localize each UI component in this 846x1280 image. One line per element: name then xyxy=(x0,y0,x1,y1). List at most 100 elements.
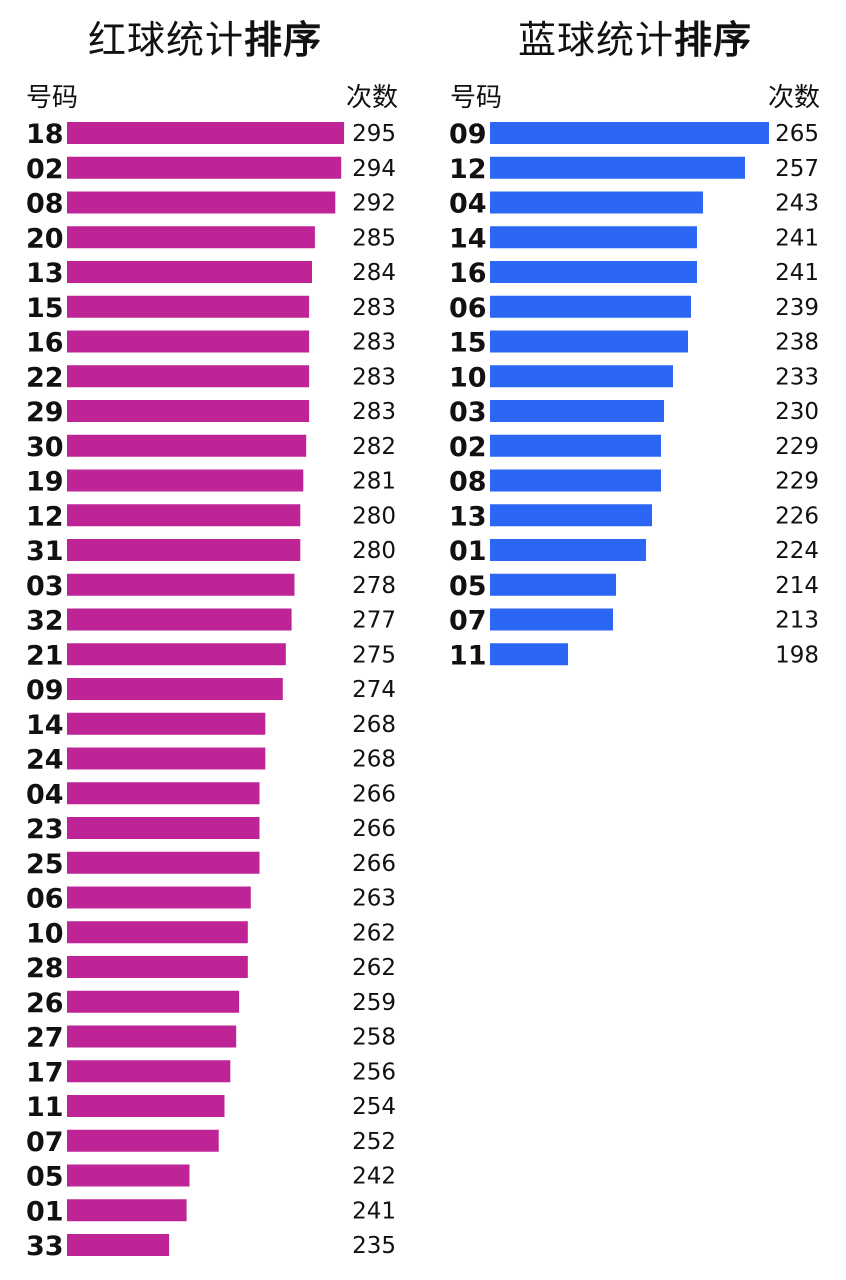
red-count-label: 280 xyxy=(352,538,396,564)
red-bar xyxy=(67,469,304,492)
red-ball-number: 14 xyxy=(26,710,64,741)
blue-title-bold: 排序 xyxy=(674,18,753,62)
red-ball-number: 08 xyxy=(26,189,64,220)
blue-bar xyxy=(490,469,661,492)
blue-ball-number: 16 xyxy=(449,258,487,289)
red-value-header: 次数 xyxy=(346,83,399,113)
red-count-label: 281 xyxy=(352,469,396,495)
red-bar xyxy=(67,434,307,457)
red-title-regular: 红球统计 xyxy=(87,18,244,62)
red-count-label: 274 xyxy=(352,677,396,703)
red-bar xyxy=(67,1060,231,1083)
red-count-label: 263 xyxy=(352,886,396,912)
red-bar xyxy=(67,330,310,353)
red-count-label: 256 xyxy=(352,1059,396,1085)
red-count-label: 283 xyxy=(352,364,396,390)
red-ball-number: 02 xyxy=(26,154,64,185)
red-ball-number: 30 xyxy=(26,432,64,463)
red-count-label: 285 xyxy=(352,225,396,251)
red-count-label: 262 xyxy=(352,920,396,946)
blue-ball-number: 02 xyxy=(449,432,487,463)
blue-title-regular: 蓝球统计 xyxy=(517,18,674,62)
red-ball-number: 10 xyxy=(26,918,64,949)
red-bar xyxy=(67,504,301,527)
red-count-label: 282 xyxy=(352,434,396,460)
red-ball-number: 27 xyxy=(26,1023,64,1054)
blue-label-header: 号码 xyxy=(450,83,503,113)
red-count-label: 235 xyxy=(352,1233,396,1259)
red-ball-number: 32 xyxy=(26,606,64,637)
red-ball-number: 26 xyxy=(26,988,64,1019)
red-bar xyxy=(67,365,310,388)
red-bar xyxy=(67,400,310,422)
red-ball-number: 18 xyxy=(26,119,64,150)
red-bar xyxy=(67,1095,225,1117)
blue-bar xyxy=(490,608,613,631)
red-ball-number: 20 xyxy=(26,223,64,254)
red-ball-number: 11 xyxy=(26,1092,64,1123)
blue-count-label: 226 xyxy=(775,503,819,529)
red-count-label: 283 xyxy=(352,295,396,321)
blue-count-label: 214 xyxy=(775,573,819,599)
red-bar xyxy=(67,1025,237,1048)
blue-chart-title: 蓝球统计排序 xyxy=(470,14,800,66)
red-bar xyxy=(67,956,248,978)
red-bar xyxy=(67,1129,219,1152)
red-count-label: 252 xyxy=(352,1129,396,1155)
red-count-label: 277 xyxy=(352,608,396,634)
blue-count-label: 230 xyxy=(775,399,819,425)
blue-count-label: 257 xyxy=(775,156,819,182)
red-bar xyxy=(67,747,266,770)
red-bar xyxy=(67,921,248,944)
red-count-label: 295 xyxy=(352,121,396,147)
blue-count-label: 213 xyxy=(775,608,819,634)
red-chart-title: 红球统计排序 xyxy=(40,14,370,66)
red-ball-number: 24 xyxy=(26,745,64,776)
blue-bar xyxy=(490,295,691,318)
red-count-label: 292 xyxy=(352,191,396,217)
red-ball-number: 09 xyxy=(26,675,64,706)
blue-bar xyxy=(490,226,697,249)
red-bar xyxy=(67,712,266,735)
red-count-label: 275 xyxy=(352,642,396,668)
red-bar xyxy=(67,817,260,839)
blue-count-label: 241 xyxy=(775,260,819,286)
blue-count-label: 243 xyxy=(775,191,819,217)
red-count-label: 262 xyxy=(352,955,396,981)
red-ball-number: 22 xyxy=(26,362,64,393)
blue-count-label: 239 xyxy=(775,295,819,321)
blue-count-label: 241 xyxy=(775,225,819,251)
blue-bar xyxy=(490,191,703,214)
blue-count-label: 198 xyxy=(775,642,819,668)
red-bar xyxy=(67,156,342,179)
blue-bar xyxy=(490,504,652,527)
red-count-label: 294 xyxy=(352,156,396,182)
red-count-label: 258 xyxy=(352,1025,396,1051)
blue-ball-number: 12 xyxy=(449,154,487,185)
blue-ball-number: 01 xyxy=(449,536,487,567)
red-count-label: 284 xyxy=(352,260,396,286)
red-bar xyxy=(67,643,286,666)
blue-bar xyxy=(490,156,745,179)
red-count-label: 259 xyxy=(352,990,396,1016)
red-ball-number: 03 xyxy=(26,571,64,602)
red-bar xyxy=(67,886,251,909)
red-bar xyxy=(67,122,345,144)
red-ball-number: 16 xyxy=(26,328,64,359)
red-ball-number: 04 xyxy=(26,779,64,810)
red-count-label: 268 xyxy=(352,712,396,738)
red-count-label: 241 xyxy=(352,1198,396,1224)
red-bar xyxy=(67,261,312,283)
blue-ball-number: 03 xyxy=(449,397,487,428)
blue-count-label: 229 xyxy=(775,434,819,460)
blue-bar xyxy=(490,400,664,422)
red-ball-number: 12 xyxy=(26,501,64,532)
blue-count-label: 229 xyxy=(775,469,819,495)
blue-bar xyxy=(490,122,769,144)
red-count-label: 283 xyxy=(352,330,396,356)
red-bar xyxy=(67,573,295,596)
blue-count-label: 233 xyxy=(775,364,819,390)
red-bar xyxy=(67,851,260,874)
red-ball-number: 21 xyxy=(26,640,64,671)
